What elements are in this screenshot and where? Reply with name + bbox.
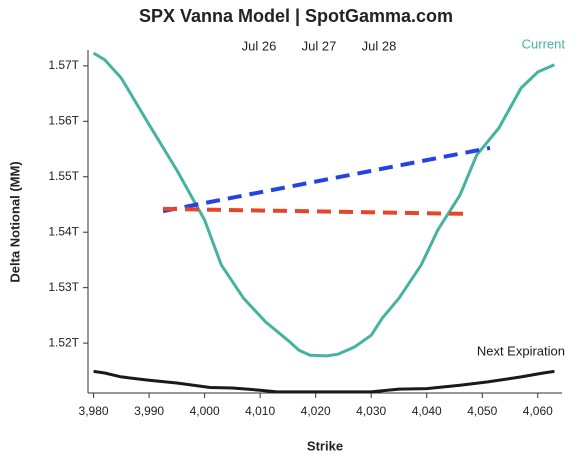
annotation: Jul 27 xyxy=(302,38,337,53)
y-tick-label: 1.54T xyxy=(48,224,79,238)
x-axis-title: Strike xyxy=(307,438,343,453)
y-axis-title: Delta Notional (MM) xyxy=(7,161,22,282)
y-tick-label: 1.57T xyxy=(48,58,79,72)
series-line xyxy=(92,51,555,358)
x-tick-label: 4,010 xyxy=(245,404,275,418)
y-tick-label: 1.53T xyxy=(48,280,79,294)
x-tick-label: 4,060 xyxy=(523,404,553,418)
x-tick-label: 4,050 xyxy=(467,404,497,418)
chart-title: SPX Vanna Model | SpotGamma.com xyxy=(139,6,453,26)
x-tick-label: 3,990 xyxy=(134,404,164,418)
y-tick-label: 1.52T xyxy=(48,335,79,349)
series-line xyxy=(93,369,555,394)
annotation: Jul 28 xyxy=(362,38,397,53)
series-label: Next Expiration xyxy=(477,343,565,358)
x-tick-label: 4,030 xyxy=(356,404,386,418)
annotation: Jul 26 xyxy=(242,38,277,53)
x-tick-label: 4,040 xyxy=(412,404,442,418)
x-tick-label: 3,980 xyxy=(79,404,109,418)
series-line xyxy=(162,206,469,216)
y-tick-label: 1.56T xyxy=(48,113,79,127)
series-label: Current xyxy=(522,36,566,51)
series-line xyxy=(162,145,491,214)
y-tick-label: 1.55T xyxy=(48,169,79,183)
x-tick-label: 4,000 xyxy=(190,404,220,418)
x-tick-label: 4,020 xyxy=(301,404,331,418)
